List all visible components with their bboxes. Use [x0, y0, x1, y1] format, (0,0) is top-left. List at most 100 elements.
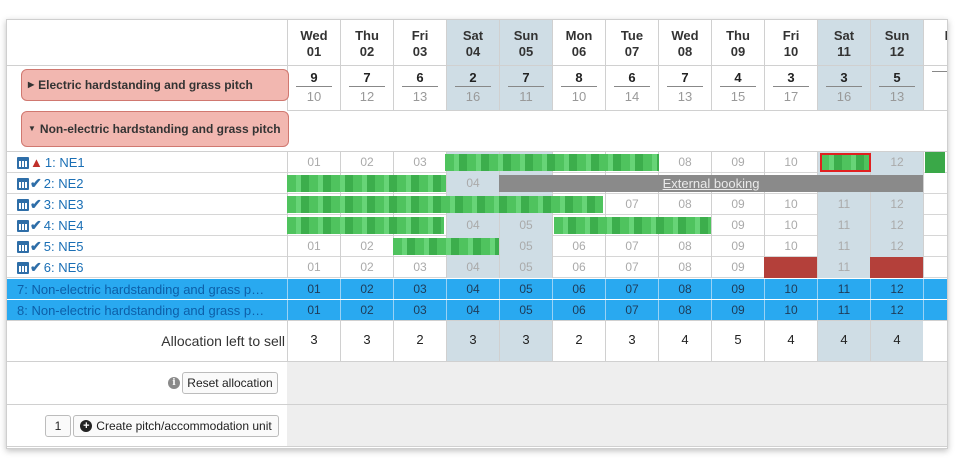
- day-header[interactable]: Sun 12: [870, 20, 923, 66]
- allocation-cell[interactable]: 4: [764, 321, 817, 361]
- day-cell[interactable]: 02: [340, 257, 393, 278]
- day-cell[interactable]: 11: [817, 300, 870, 320]
- day-cell[interactable]: 08: [658, 152, 711, 173]
- day-cell[interactable]: 02: [340, 152, 393, 173]
- booking-bar[interactable]: [445, 154, 659, 171]
- day-cell[interactable]: 12: [870, 279, 923, 299]
- day-cell[interactable]: 09: [711, 279, 764, 299]
- unit-label[interactable]: ▲ 1: NE1: [17, 152, 277, 173]
- unit-name[interactable]: 2: NE2: [43, 176, 84, 191]
- day-cell[interactable]: 07: [605, 279, 658, 299]
- unit-name[interactable]: 1: NE1: [44, 155, 85, 170]
- unit-label[interactable]: ✔ 3: NE3: [17, 194, 277, 215]
- day-cell[interactable]: 06: [552, 236, 605, 257]
- day-cell[interactable]: 01: [287, 236, 340, 257]
- day-cell[interactable]: 11: [817, 257, 870, 278]
- quantity-input[interactable]: 1: [45, 415, 71, 437]
- day-cell[interactable]: 1: [923, 257, 947, 278]
- day-cell[interactable]: 10: [764, 300, 817, 320]
- booking-bar[interactable]: [287, 217, 444, 234]
- reset-allocation-button[interactable]: Reset allocation: [182, 372, 278, 394]
- day-cell[interactable]: 1: [923, 194, 947, 215]
- day-cell[interactable]: 10: [764, 152, 817, 173]
- allocation-cell[interactable]: 2: [552, 321, 605, 361]
- day-header[interactable]: Wed 08: [658, 20, 711, 66]
- day-header[interactable]: Fri 10: [764, 20, 817, 66]
- day-cell[interactable]: 10: [764, 279, 817, 299]
- day-cell[interactable]: 06: [552, 300, 605, 320]
- day-cell[interactable]: 07: [605, 300, 658, 320]
- day-cell[interactable]: 1: [923, 215, 947, 236]
- day-header[interactable]: Sat 11: [817, 20, 870, 66]
- day-cell[interactable]: 09: [711, 236, 764, 257]
- day-cell[interactable]: 09: [711, 152, 764, 173]
- blocked-cell[interactable]: [870, 257, 923, 278]
- unit-label[interactable]: 7: Non-electric hardstanding and grass p…: [17, 279, 283, 299]
- calendar-icon[interactable]: [17, 177, 29, 190]
- unit-name[interactable]: 4: NE4: [43, 218, 84, 233]
- day-cell[interactable]: 08: [658, 194, 711, 215]
- day-cell[interactable]: 10: [764, 215, 817, 236]
- allocation-cell[interactable]: 3: [340, 321, 393, 361]
- category-non-electric-button[interactable]: ▼ Non-electric hardstanding and grass pit…: [21, 111, 289, 147]
- day-header[interactable]: Thu 09: [711, 20, 764, 66]
- unit-name[interactable]: 3: NE3: [43, 197, 84, 212]
- day-cell[interactable]: 11: [817, 279, 870, 299]
- day-cell[interactable]: 05: [499, 279, 552, 299]
- day-cell[interactable]: 1: [923, 236, 947, 257]
- booking-bar[interactable]: [287, 175, 446, 192]
- calendar-icon[interactable]: [17, 198, 29, 211]
- day-cell[interactable]: 01: [287, 300, 340, 320]
- unit-label[interactable]: ✔ 2: NE2: [17, 173, 277, 194]
- day-cell[interactable]: 01: [287, 279, 340, 299]
- day-cell[interactable]: 12: [870, 236, 923, 257]
- day-cell[interactable]: 03: [393, 279, 446, 299]
- day-cell[interactable]: 1: [923, 300, 947, 320]
- day-cell[interactable]: 04: [446, 173, 499, 194]
- day-cell[interactable]: 01: [287, 257, 340, 278]
- info-icon[interactable]: i: [168, 377, 180, 389]
- day-cell[interactable]: 04: [446, 300, 499, 320]
- day-cell[interactable]: 1: [923, 173, 947, 194]
- day-cell[interactable]: 04: [446, 215, 499, 236]
- day-cell[interactable]: 02: [340, 300, 393, 320]
- day-cell[interactable]: 02: [340, 279, 393, 299]
- day-cell[interactable]: 03: [393, 300, 446, 320]
- day-cell[interactable]: 05: [499, 257, 552, 278]
- day-cell[interactable]: 1: [923, 152, 947, 173]
- day-cell[interactable]: 08: [658, 236, 711, 257]
- day-cell[interactable]: 05: [499, 300, 552, 320]
- day-cell[interactable]: 12: [870, 215, 923, 236]
- allocation-cell[interactable]: 3: [446, 321, 499, 361]
- allocation-cell[interactable]: 4: [817, 321, 870, 361]
- day-cell[interactable]: 04: [446, 279, 499, 299]
- allocation-cell[interactable]: 5: [711, 321, 764, 361]
- external-booking-link[interactable]: External booking: [662, 176, 760, 191]
- allocation-cell[interactable]: 4: [658, 321, 711, 361]
- day-cell[interactable]: 06: [552, 279, 605, 299]
- unit-name[interactable]: 8: Non-electric hardstanding and grass p…: [17, 302, 265, 318]
- day-header[interactable]: Tue 07: [605, 20, 658, 66]
- blocked-cell[interactable]: [764, 257, 817, 278]
- day-cell[interactable]: 07: [605, 257, 658, 278]
- create-unit-button[interactable]: + Create pitch/accommodation unit: [73, 415, 279, 437]
- day-cell[interactable]: 10: [764, 194, 817, 215]
- unit-label[interactable]: ✔ 5: NE5: [17, 236, 277, 257]
- booking-bar[interactable]: [925, 152, 945, 173]
- day-cell[interactable]: 07: [605, 236, 658, 257]
- unit-label[interactable]: ✔ 6: NE6: [17, 257, 277, 278]
- unit-label[interactable]: ✔ 4: NE4: [17, 215, 277, 236]
- calendar-icon[interactable]: [17, 261, 29, 274]
- day-cell[interactable]: 05: [499, 236, 552, 257]
- booking-bar[interactable]: [393, 238, 499, 255]
- day-header[interactable]: Sun 05: [499, 20, 552, 66]
- day-cell[interactable]: 1: [923, 279, 947, 299]
- day-cell[interactable]: 01: [287, 152, 340, 173]
- day-cell[interactable]: 12: [870, 300, 923, 320]
- day-header[interactable]: Wed 01: [287, 20, 340, 66]
- day-cell[interactable]: 09: [711, 194, 764, 215]
- day-cell[interactable]: 02: [340, 236, 393, 257]
- day-cell[interactable]: 09: [711, 300, 764, 320]
- day-cell[interactable]: 12: [870, 152, 923, 173]
- day-cell[interactable]: 03: [393, 152, 446, 173]
